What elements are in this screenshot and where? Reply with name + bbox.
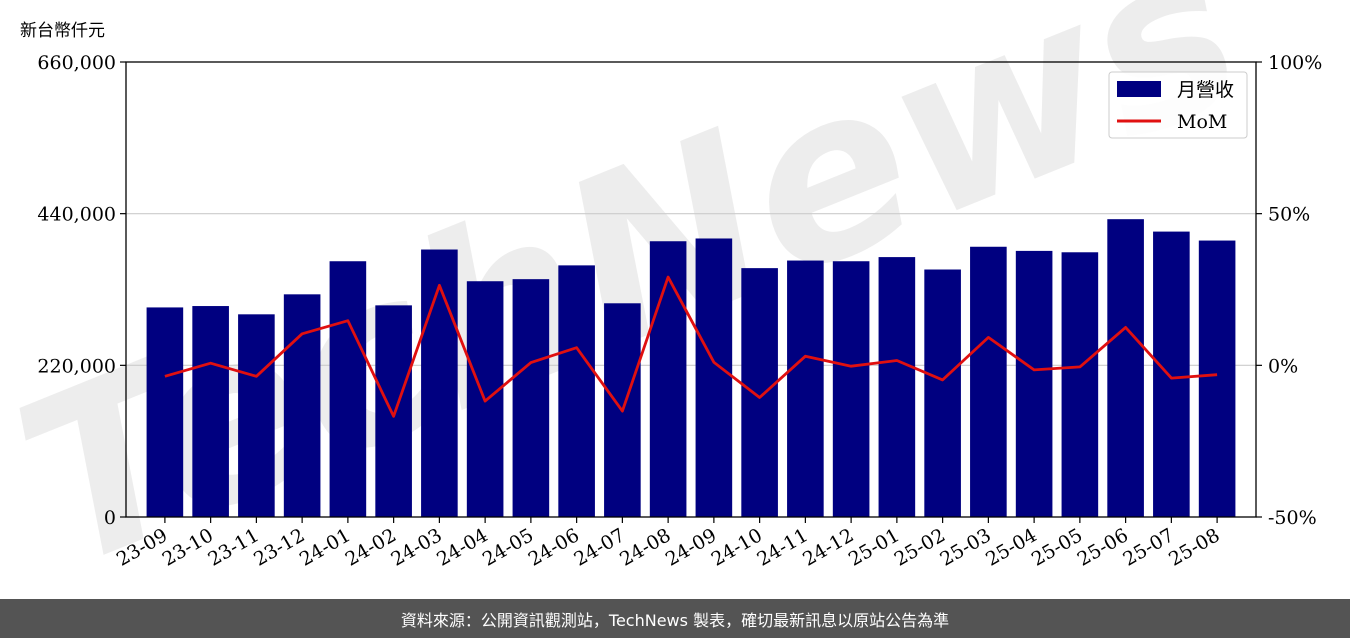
revenue-bar xyxy=(1015,250,1053,518)
x-tick-label: 25-02 xyxy=(891,524,949,570)
y-axis-unit-label: 新台幣仟元 xyxy=(20,21,105,41)
y-left-tick-label: 660,000 xyxy=(37,52,116,74)
y-left-tick-label: 0 xyxy=(104,507,116,529)
x-tick-label: 24-12 xyxy=(799,524,857,570)
plot-frame xyxy=(125,61,1257,518)
revenue-bar xyxy=(924,269,961,517)
revenue-bar xyxy=(649,241,687,517)
mom-series xyxy=(164,275,1218,418)
x-tick-label: 24-05 xyxy=(479,524,537,570)
x-tick-label: 24-09 xyxy=(662,524,720,570)
x-tick-label: 25-05 xyxy=(1028,524,1086,570)
x-tick-label: 25-06 xyxy=(1074,524,1132,570)
revenue-bar xyxy=(329,261,367,517)
revenue-bar xyxy=(695,238,733,517)
revenue-bar xyxy=(1198,240,1236,517)
revenue-bar xyxy=(1107,219,1144,517)
legend-label-revenue: 月營收 xyxy=(1177,79,1234,101)
revenue-bar xyxy=(741,268,778,517)
revenue-bar xyxy=(878,257,916,517)
revenue-bar xyxy=(970,246,1007,517)
x-tick-label: 24-03 xyxy=(387,524,445,570)
revenue-bar xyxy=(421,249,458,518)
x-tick-label: 24-11 xyxy=(753,524,811,570)
y-right-tick-label: 0% xyxy=(1268,355,1298,377)
y-right-tick-label: 50% xyxy=(1268,204,1310,226)
x-tick-label: 24-10 xyxy=(708,524,766,570)
x-tick-label: 25-07 xyxy=(1119,524,1177,570)
y-right-tick-label: 100% xyxy=(1268,52,1322,74)
x-tick-label: 25-03 xyxy=(936,524,994,570)
x-tick-label: 24-07 xyxy=(570,524,628,570)
revenue-bar xyxy=(558,265,595,517)
revenue-bar xyxy=(283,294,321,517)
revenue-bar xyxy=(787,260,824,517)
x-tick-label: 25-04 xyxy=(982,524,1040,570)
x-tick-label: 24-04 xyxy=(433,524,491,570)
revenue-bar xyxy=(146,307,184,517)
legend-label-mom: MoM xyxy=(1177,111,1227,133)
revenue-bar xyxy=(238,314,275,517)
x-tick-label: 24-08 xyxy=(616,524,674,570)
y-left-tick-label: 220,000 xyxy=(37,355,116,377)
x-tick-label: 24-06 xyxy=(525,524,583,570)
revenue-bar xyxy=(375,305,412,517)
y-left-tick-label: 440,000 xyxy=(37,204,116,226)
x-tick-label: 25-08 xyxy=(1165,524,1223,570)
legend: 月營收 MoM xyxy=(1108,71,1248,139)
revenue-bar xyxy=(512,279,550,517)
revenue-bar xyxy=(1061,252,1099,518)
revenue-bar xyxy=(192,306,229,517)
x-tick-label: 24-02 xyxy=(342,524,400,570)
mom-line xyxy=(164,275,1218,418)
legend-swatch-revenue xyxy=(1117,81,1161,97)
source-footer: 資料來源：公開資訊觀測站，TechNews 製表，確切最新訊息以原站公告為準 xyxy=(0,599,1350,638)
x-tick-label: 25-01 xyxy=(845,524,903,570)
revenue-bar xyxy=(832,261,870,517)
y-right-tick-label: -50% xyxy=(1268,507,1317,529)
chart: TechNews 0220,000440,000660,000-50%0%50%… xyxy=(0,0,1322,599)
revenue-bar xyxy=(1153,231,1190,517)
bar-series xyxy=(146,219,1236,518)
